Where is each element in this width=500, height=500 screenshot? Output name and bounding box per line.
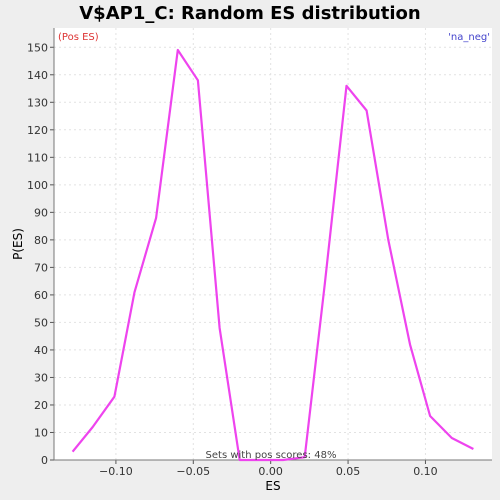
y-tick-label: 120	[27, 124, 48, 137]
y-tick-label: 150	[27, 41, 48, 54]
x-tick-label: −0.05	[176, 465, 210, 478]
y-axis-label: P(ES)	[11, 228, 25, 260]
x-tick-label: 0.05	[336, 465, 361, 478]
pos-es-label: (Pos ES)	[58, 32, 99, 43]
axes: 0 10 20 30 40 50 60 70 80 90 100 110 120 130 140 150 −0.…	[27, 28, 492, 478]
y-tick-label: 60	[34, 289, 48, 302]
es-distribution-line	[71, 48, 474, 462]
y-tick-label: 110	[27, 151, 48, 164]
y-tick-label: 0	[41, 454, 48, 467]
y-tick-label: 50	[34, 316, 48, 329]
x-axis-label: ES	[265, 479, 280, 493]
x-tick-label: 0.00	[258, 465, 283, 478]
footnote: Sets with pos scores: 48%	[206, 450, 337, 461]
y-tick-label: 100	[27, 179, 48, 192]
y-tick-label: 20	[34, 399, 48, 412]
y-tick-label: 90	[34, 206, 48, 219]
chart-title: V$AP1_C: Random ES distribution	[79, 3, 420, 24]
x-tick-label: −0.10	[99, 465, 133, 478]
na-neg-label: 'na_neg'	[448, 32, 490, 43]
series-layer	[71, 48, 474, 462]
plot-area	[54, 28, 492, 460]
y-tick-label: 130	[27, 96, 48, 109]
x-tick-label: 0.10	[413, 465, 438, 478]
y-tick-label: 10	[34, 426, 48, 439]
y-tick-label: 140	[27, 69, 48, 82]
y-tick-label: 30	[34, 371, 48, 384]
y-tick-label: 70	[34, 261, 48, 274]
y-tick-label: 80	[34, 234, 48, 247]
y-tick-label: 40	[34, 344, 48, 357]
